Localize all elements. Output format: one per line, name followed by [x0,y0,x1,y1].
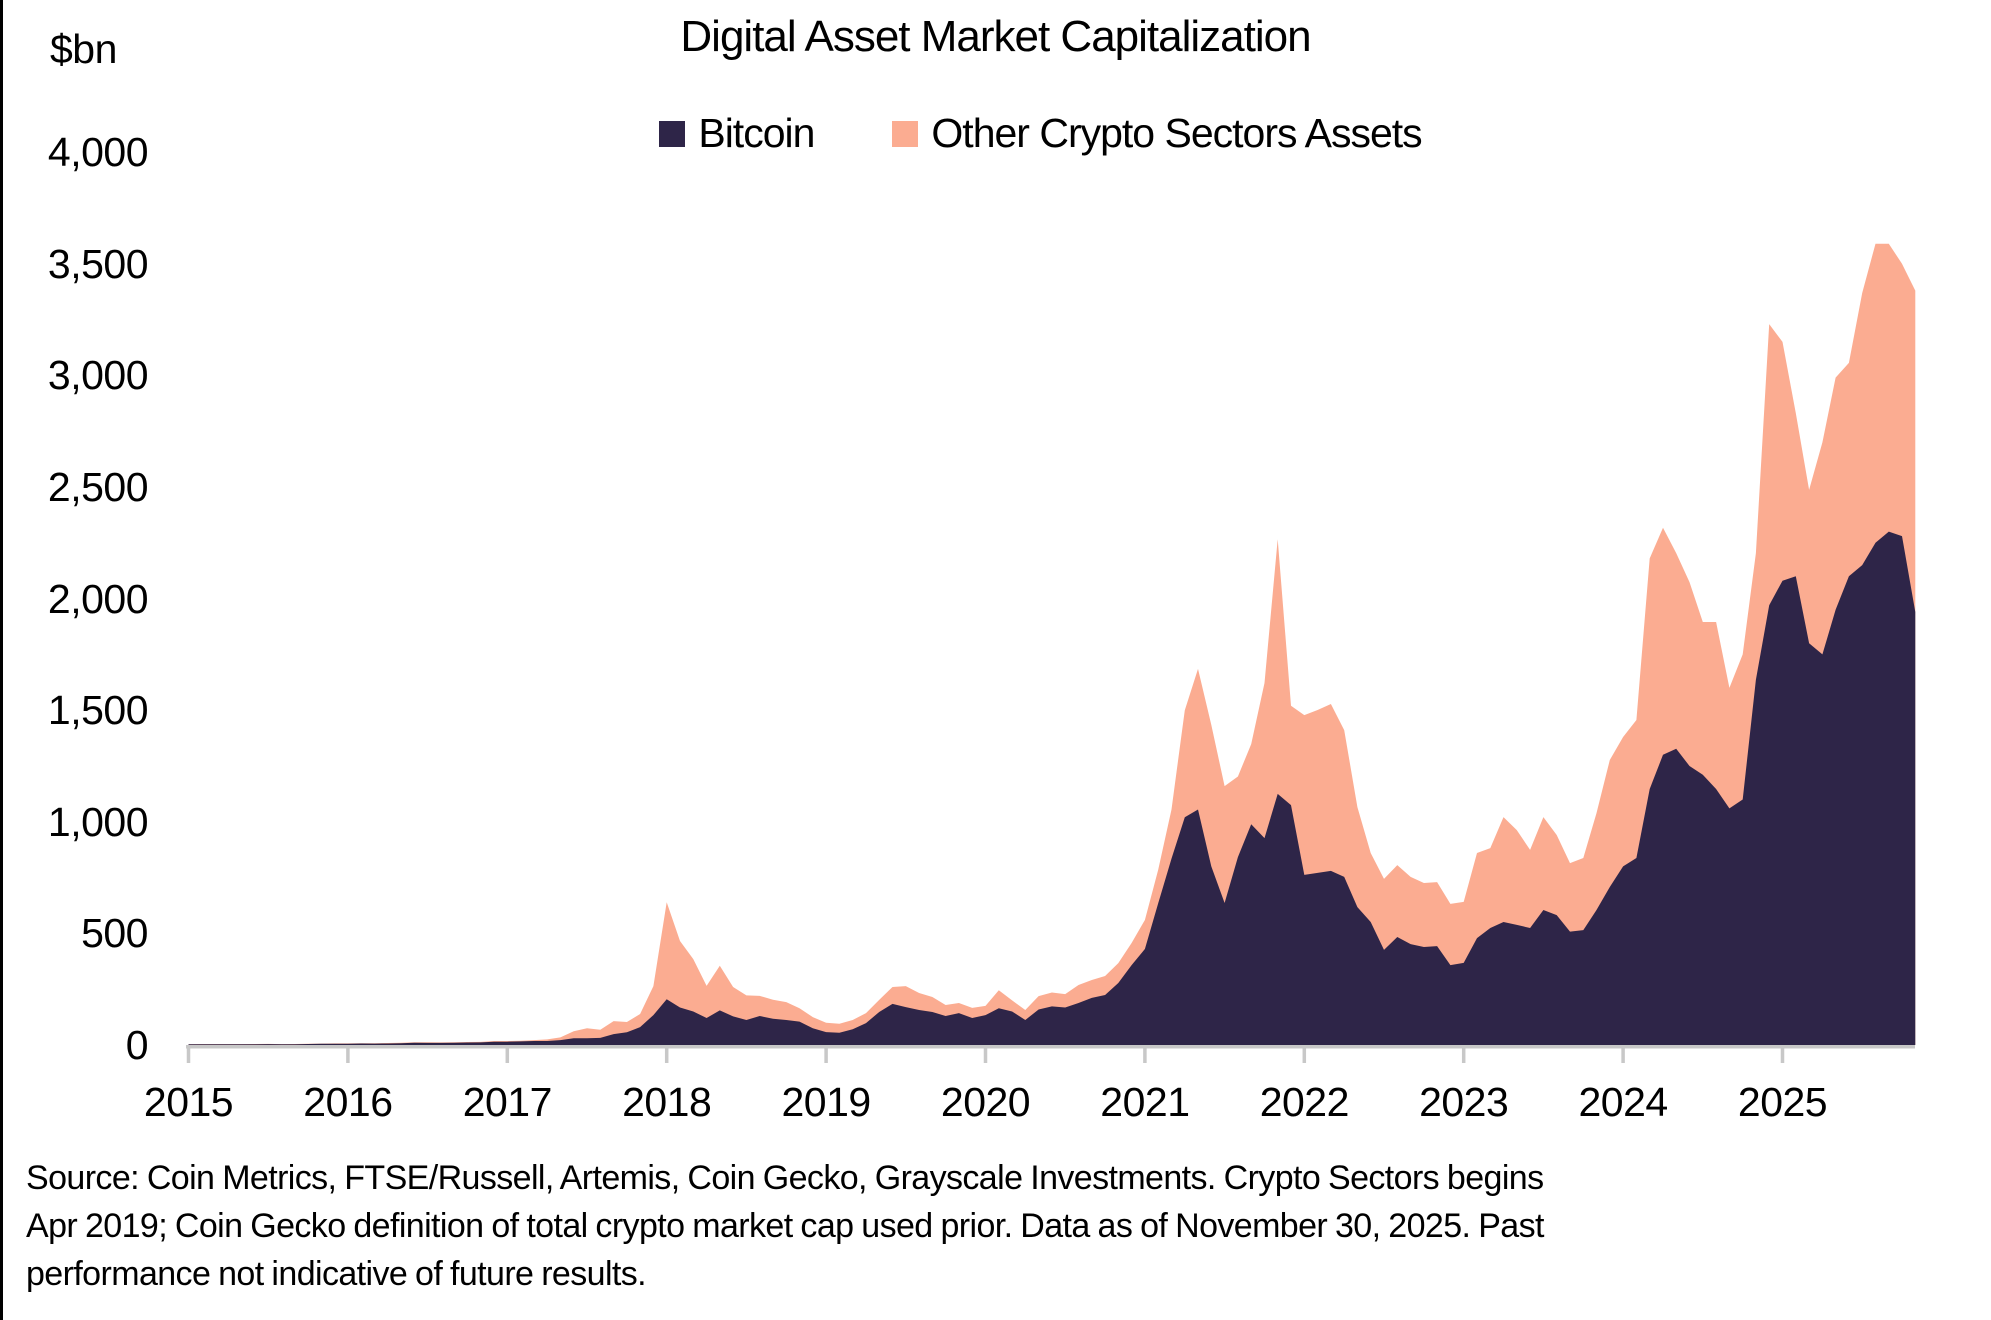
footnote-line: Apr 2019; Coin Gecko definition of total… [26,1207,1544,1245]
legend-label-bitcoin: Bitcoin [698,110,815,156]
x-axis-line [186,1045,1915,1049]
x-axis-tick [1621,1045,1625,1063]
area-bitcoin [188,531,1916,1045]
legend: Bitcoin Other Crypto Sectors Assets [45,110,1991,157]
x-tick-label-2023: 2023 [1419,1079,1509,1125]
footnote-line: Source: Coin Metrics, FTSE/Russell, Arte… [26,1159,1544,1197]
x-tick-label-2025: 2025 [1737,1079,1828,1125]
x-tick-label-2016: 2016 [303,1079,393,1125]
x-tick-label-2021: 2021 [1100,1079,1190,1125]
x-axis-tick [824,1045,828,1063]
legend-label-other: Other Crypto Sectors Assets [931,110,1422,156]
x-axis-tick [1302,1045,1307,1063]
other-crypto-swatch-icon [892,120,919,147]
y-axis-unit-label: $bn [50,26,117,72]
x-axis-tick [505,1045,510,1063]
x-tick-label-2015: 2015 [143,1079,234,1125]
x-axis-tick [346,1045,350,1063]
x-tick-label-2018: 2018 [622,1079,712,1125]
y-tick-label-500: 500 [81,910,148,957]
y-tick-label-1000: 1,000 [47,798,149,845]
footnote-line: performance not indicative of future res… [26,1255,647,1293]
y-tick-label-2000: 2,000 [47,575,149,622]
y-tick-label-2500: 2,500 [47,464,149,510]
x-axis-tick [1461,1045,1466,1063]
legend-item-bitcoin: Bitcoin [659,110,815,157]
bitcoin-swatch-icon [659,120,686,147]
x-tick-label-2020: 2020 [940,1079,1031,1125]
footnote: Source: Coin Metrics, FTSE/Russell, Arte… [26,1154,1978,1298]
x-tick-label-2022: 2022 [1259,1079,1350,1125]
y-tick-label-0: 0 [125,1022,149,1068]
x-tick-label-2017: 2017 [462,1079,553,1125]
x-axis-tick [664,1045,669,1063]
x-tick-label-2024: 2024 [1578,1079,1668,1125]
chart-title: Digital Asset Market Capitalization [680,12,1311,61]
x-axis-tick [186,1045,191,1063]
y-tick-label-1500: 1,500 [47,687,149,734]
legend-item-other: Other Crypto Sectors Assets [892,110,1423,157]
y-tick-label-4000: 4,000 [47,129,149,176]
x-tick-label-2019: 2019 [781,1079,871,1125]
x-axis-tick [1780,1045,1785,1063]
y-tick-label-3500: 3,500 [47,240,149,287]
x-axis-tick [1143,1045,1147,1063]
image-left-border [0,0,3,1320]
y-tick-label-3000: 3,000 [47,352,149,399]
x-axis-tick [983,1045,988,1063]
